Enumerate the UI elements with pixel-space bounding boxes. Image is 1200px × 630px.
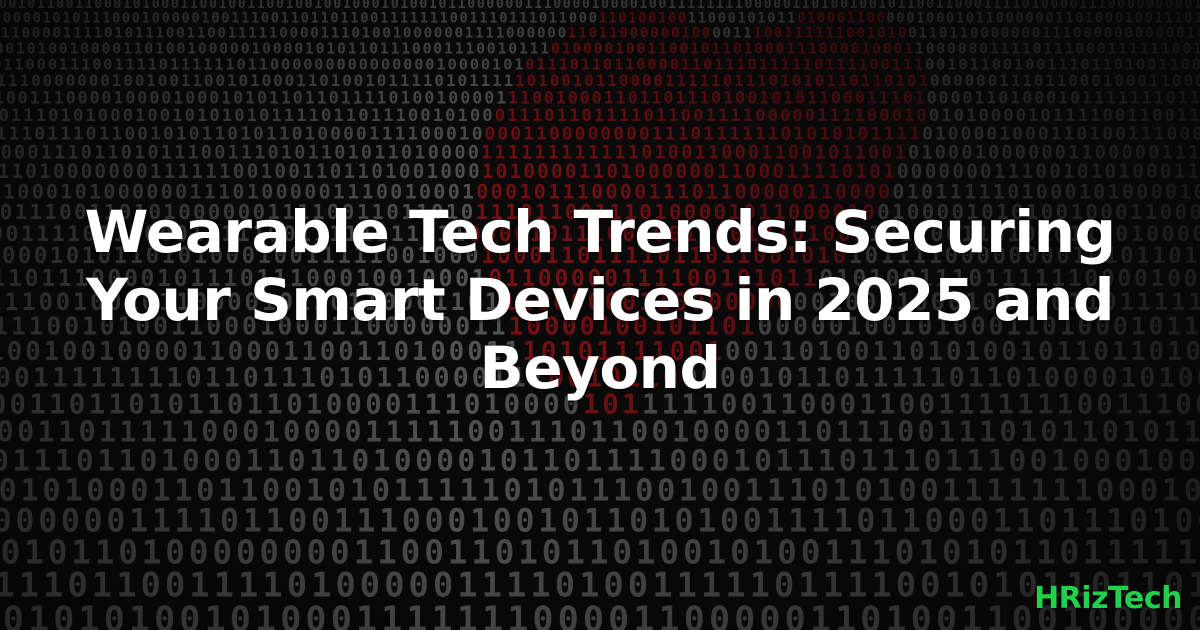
banner-headline: Wearable Tech Trends: Securing Your Smar… <box>40 198 1160 402</box>
brand-logo[interactable]: HRizTech <box>1034 581 1182 616</box>
